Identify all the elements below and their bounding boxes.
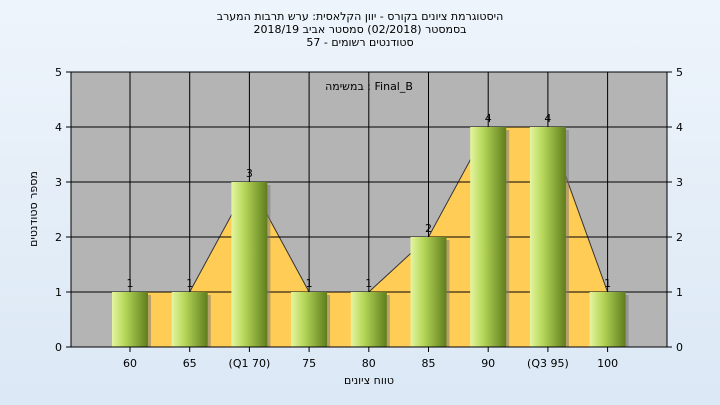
- x-tick-label: 85: [422, 357, 436, 370]
- y-tick-label-left: 0: [55, 341, 62, 354]
- y-tick-label-left: 4: [55, 121, 62, 134]
- bar-value-label: 1: [306, 277, 313, 290]
- y-tick-label-right: 1: [676, 286, 683, 299]
- bar-value-label: 1: [186, 277, 193, 290]
- y-tick-label-left: 2: [55, 231, 62, 244]
- x-tick-label: (Q3 95): [527, 357, 569, 370]
- bar: [350, 292, 387, 347]
- bar-value-label: 4: [544, 112, 551, 125]
- x-tick-label: 65: [183, 357, 197, 370]
- x-tick-label: 60: [123, 357, 137, 370]
- y-tick-label-right: 4: [676, 121, 683, 134]
- x-tick-label: 80: [362, 357, 376, 370]
- chart-subtitle: בסמסטר (02/2018) סמסטר אביב 2018/19: [253, 23, 467, 36]
- x-tick-label: 100: [597, 357, 618, 370]
- bar-value-label: 2: [425, 222, 432, 235]
- bar: [231, 182, 268, 347]
- bar: [112, 292, 148, 347]
- y-tick-label-left: 5: [55, 66, 62, 79]
- x-tick-label: 90: [481, 357, 495, 370]
- bar-value-label: 1: [604, 277, 611, 290]
- x-tick-label: (Q1 70): [229, 357, 271, 370]
- x-axis-title: טווח ציונים: [344, 374, 394, 387]
- y-axis-title: מספר סטודנטים: [27, 171, 40, 247]
- legend-label: Final_B : במשימה: [325, 80, 413, 93]
- registered-students: סטודנטים רשומים - 57: [306, 36, 414, 49]
- bar-value-label: 4: [485, 112, 492, 125]
- chart-title: היסטוגרמת ציונים בקורס - יוון הקלאסית: ע…: [216, 10, 504, 23]
- bar-value-label: 1: [127, 277, 134, 290]
- bar: [470, 127, 507, 347]
- bar: [171, 292, 208, 347]
- bar: [529, 127, 566, 347]
- y-tick-label-left: 3: [55, 176, 62, 189]
- bar: [589, 292, 626, 347]
- y-tick-label-right: 5: [676, 66, 683, 79]
- bar-value-label: 3: [246, 167, 253, 180]
- y-tick-label-right: 2: [676, 231, 683, 244]
- bar: [291, 292, 328, 347]
- x-tick-label: 75: [302, 357, 316, 370]
- chart-header: היסטוגרמת ציונים בקורס - יוון הקלאסית: ע…: [0, 10, 720, 49]
- bar-value-label: 1: [365, 277, 372, 290]
- y-tick-label-right: 3: [676, 176, 683, 189]
- y-tick-label-left: 1: [55, 286, 62, 299]
- y-tick-label-right: 0: [676, 341, 683, 354]
- bar: [410, 237, 447, 347]
